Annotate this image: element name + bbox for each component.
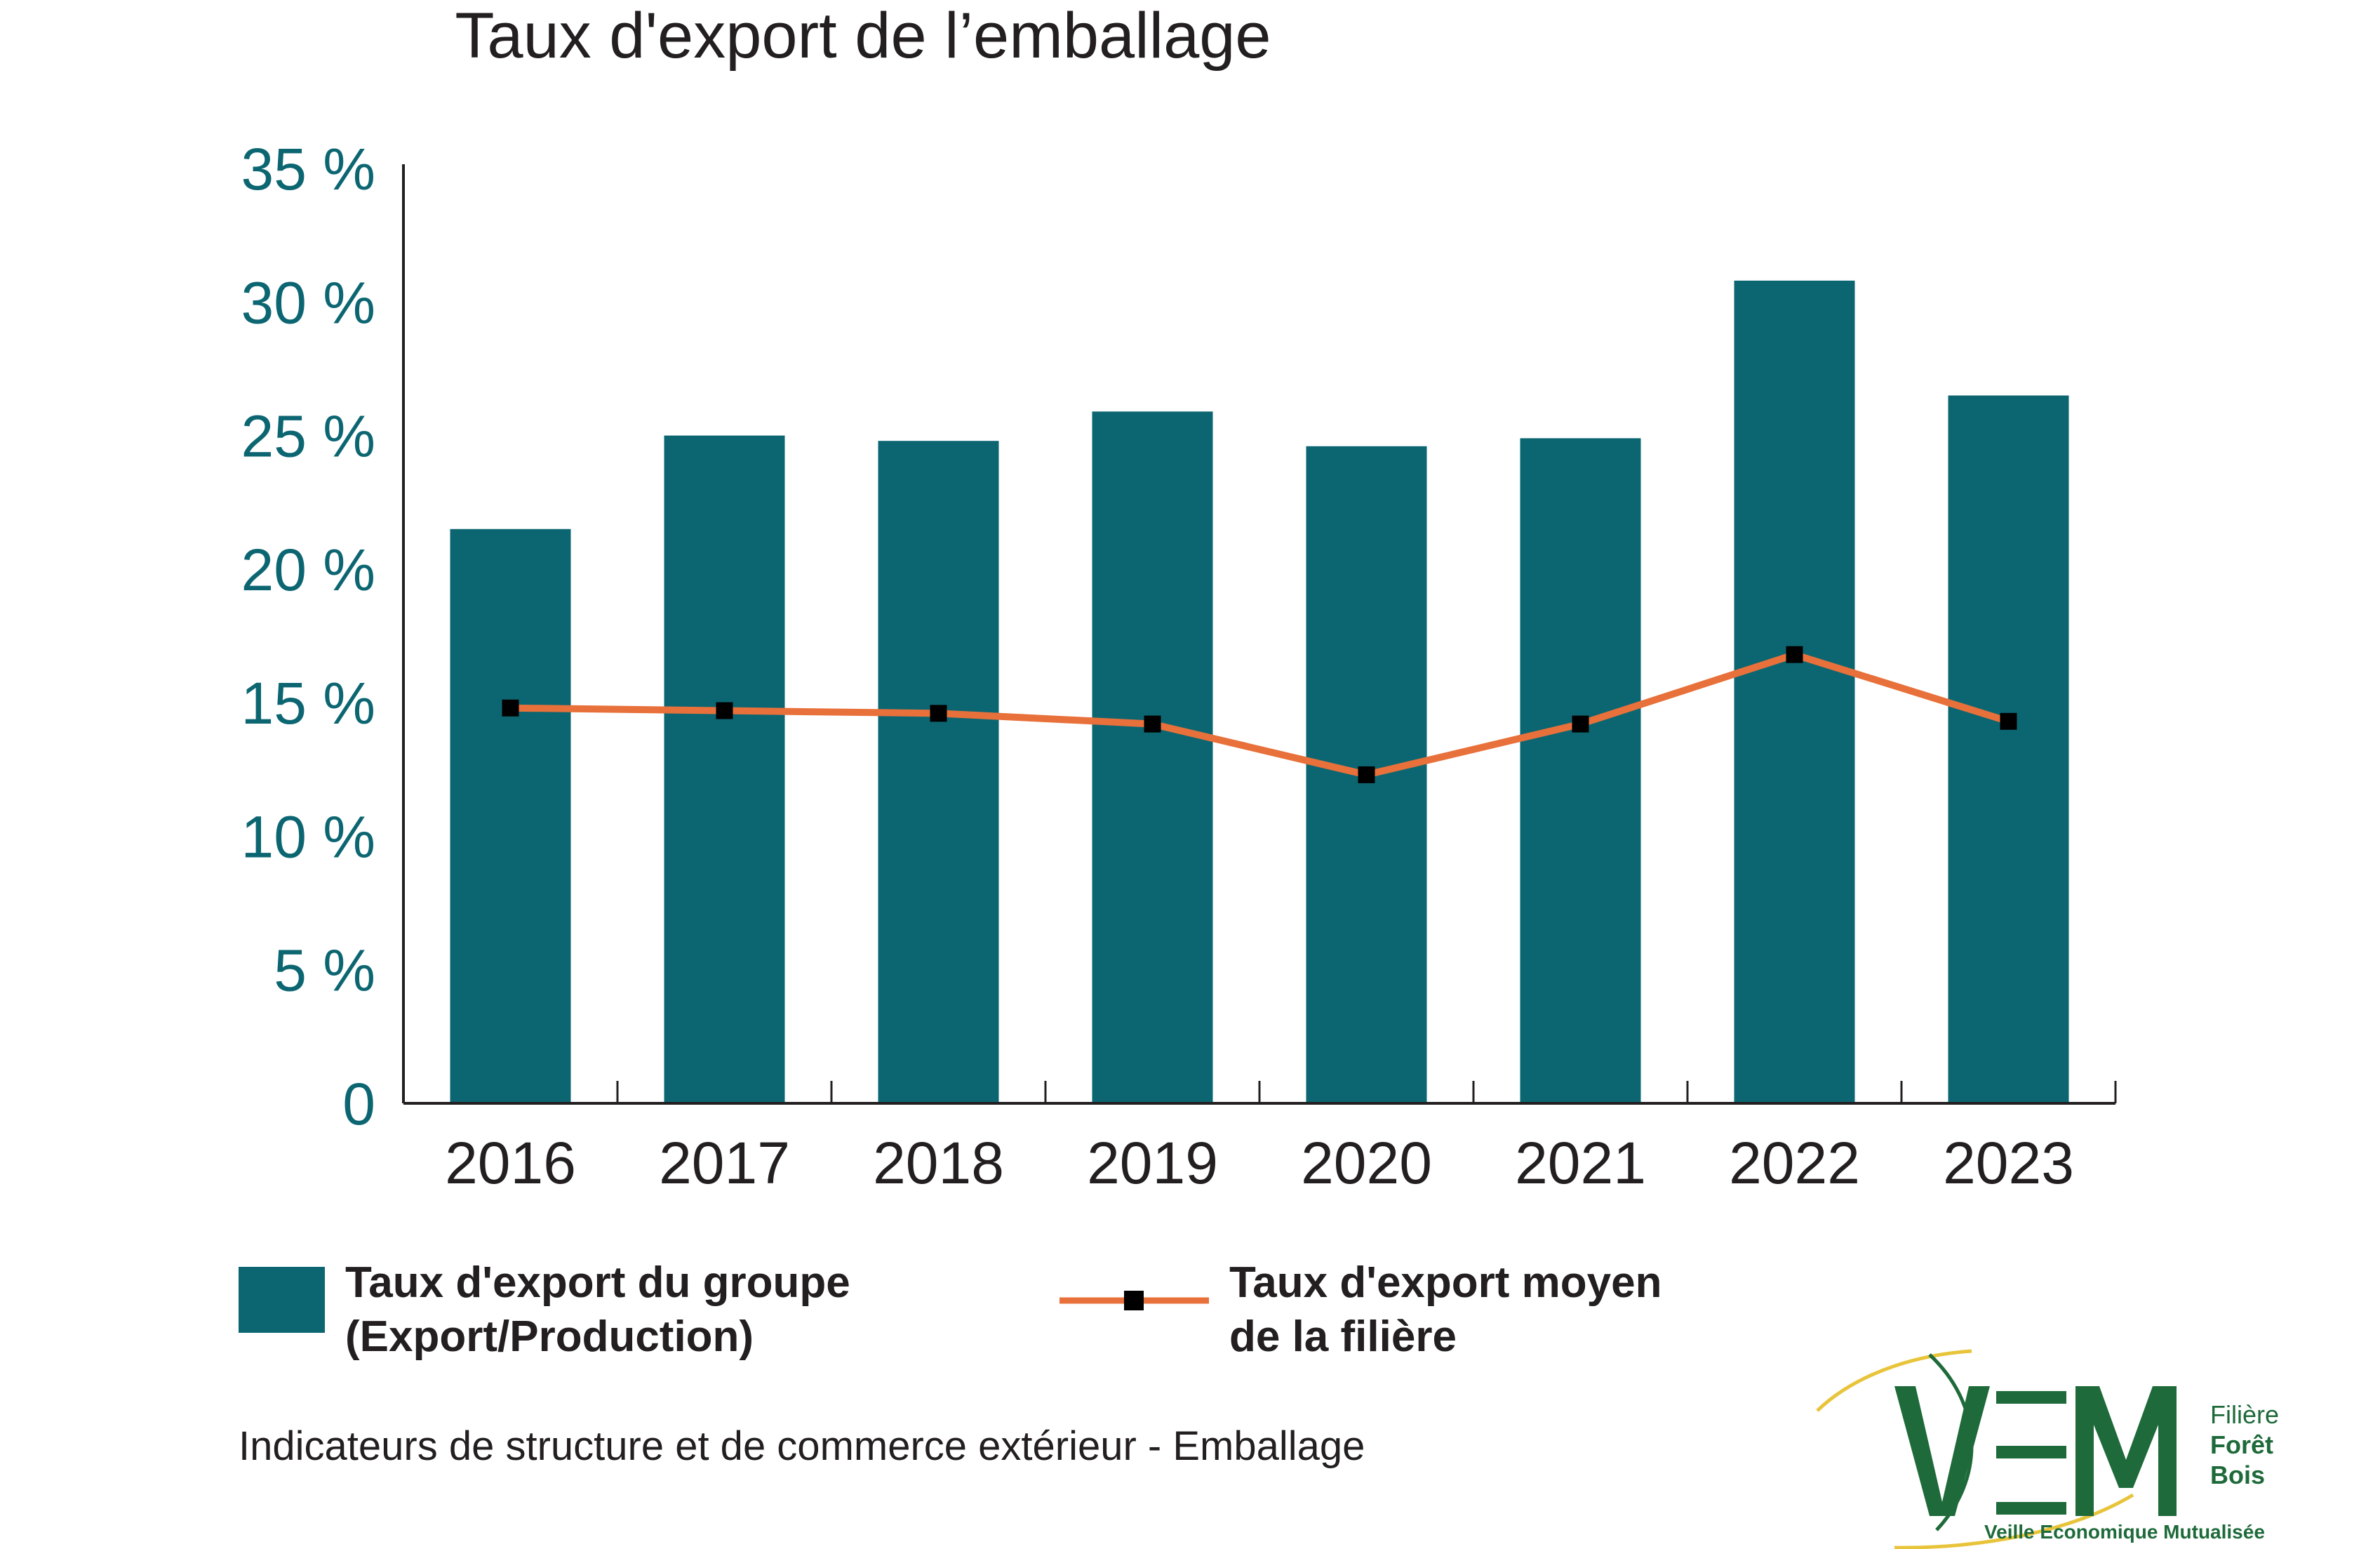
legend-line-label-line1: Taux d'export moyen xyxy=(1229,1258,1662,1307)
logo-letter-e-bottom xyxy=(1996,1502,2066,1515)
line-point-2021 xyxy=(1572,715,1589,733)
bar-2017 xyxy=(664,435,785,1103)
logo-label-foret: Forêt xyxy=(2210,1430,2273,1459)
legend-bar-label-line1: Taux d'export du groupe xyxy=(345,1258,850,1307)
x-tick-label: 2021 xyxy=(1515,1130,1646,1196)
legend-bar-label-line2: (Export/Production) xyxy=(345,1312,754,1361)
x-tick-label: 2023 xyxy=(1943,1130,2074,1196)
y-tick-label: 10 % xyxy=(241,804,375,870)
logo-label-bois: Bois xyxy=(2210,1461,2265,1489)
legend: Taux d'export du groupe (Export/Producti… xyxy=(239,1258,1662,1361)
line-point-2023 xyxy=(2000,712,2017,730)
vem-logo: Filière Forêt Bois Veille Economique Mut… xyxy=(1816,1349,2279,1549)
y-axis-ticks: 0 5 % 10 % 15 % 20 % 25 % 30 % 35 % xyxy=(241,136,375,1137)
line-point-2019 xyxy=(1144,715,1161,733)
logo-letter-v xyxy=(1894,1386,1990,1516)
logo-letter-m xyxy=(2075,1386,2177,1516)
x-axis-ticks: 2016 2017 2018 2019 2020 2021 2022 2023 xyxy=(445,1130,2074,1196)
line-point-2018 xyxy=(930,705,947,722)
y-tick-label: 25 % xyxy=(241,404,375,470)
bar-2016 xyxy=(450,528,571,1103)
x-tick-label: 2020 xyxy=(1301,1130,1432,1196)
logo-letter-e-top xyxy=(1996,1391,2066,1404)
line-point-2020 xyxy=(1358,766,1375,783)
x-tick-label: 2019 xyxy=(1087,1130,1218,1196)
y-tick-label: 5 % xyxy=(274,938,375,1004)
chart-title: Taux d'export de l’emballage xyxy=(455,0,1271,72)
y-tick-label: 0 xyxy=(342,1071,375,1137)
logo-arc-yellow-bottom xyxy=(1894,1493,2134,1549)
y-tick-label: 35 % xyxy=(241,136,375,202)
logo-arc-yellow xyxy=(1816,1349,1972,1412)
logo-tagline: Veille Economique Mutualisée xyxy=(1984,1521,2265,1543)
bar-2022 xyxy=(1734,280,1855,1104)
line-series xyxy=(502,646,2017,783)
logo-label-filiere: Filière xyxy=(2210,1400,2279,1429)
logo-letter-e-mid xyxy=(1996,1446,2066,1458)
bar-2019 xyxy=(1092,411,1213,1103)
bar-series xyxy=(450,280,2069,1104)
bar-2023 xyxy=(1948,395,2069,1103)
y-tick-label: 20 % xyxy=(241,537,375,603)
line-point-2017 xyxy=(716,702,733,719)
source-note: Indicateurs de structure et de commerce … xyxy=(239,1423,1365,1469)
y-tick-label: 30 % xyxy=(241,270,375,335)
x-tick-label: 2018 xyxy=(873,1130,1004,1196)
axes xyxy=(402,164,2117,1105)
legend-bar-swatch xyxy=(239,1267,325,1333)
legend-line-label-line2: de la filière xyxy=(1229,1312,1457,1361)
bar-2018 xyxy=(878,441,999,1103)
x-tick-label: 2016 xyxy=(445,1130,576,1196)
legend-line-marker xyxy=(1124,1291,1144,1310)
bar-2021 xyxy=(1520,438,1641,1103)
y-tick-label: 15 % xyxy=(241,670,375,736)
x-tick-label: 2022 xyxy=(1729,1130,1860,1196)
line-series-path xyxy=(510,651,2010,778)
x-tick-label: 2017 xyxy=(659,1130,790,1196)
logo-letters xyxy=(1894,1386,2177,1516)
line-point-2016 xyxy=(502,699,519,717)
line-point-2022 xyxy=(1786,646,1803,663)
